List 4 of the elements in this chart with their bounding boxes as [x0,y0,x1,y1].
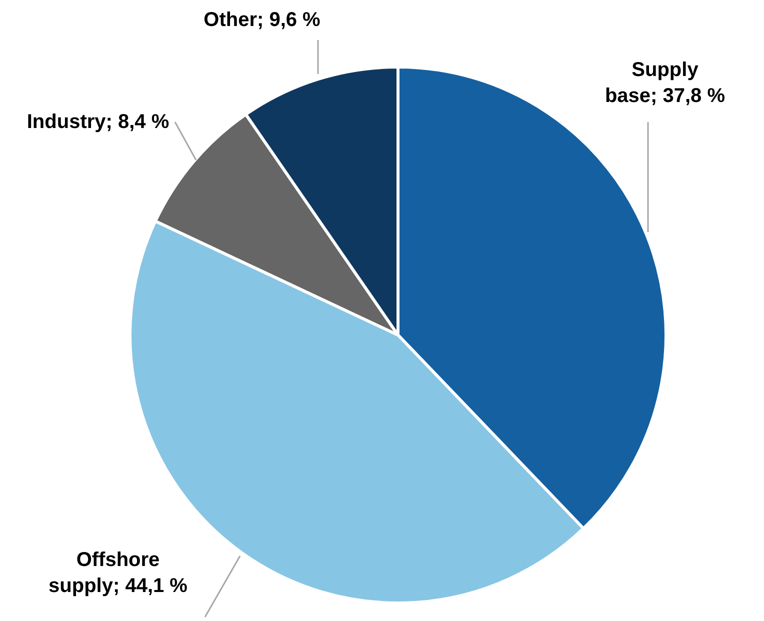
slice-label: Other; 9,6 % [204,9,321,31]
slice-label: Supply base; 37,8 % [604,59,726,107]
slice-label: Industry; 8,4 % [26,111,170,133]
slice-label: Offshore supply; 44,1 % [48,549,188,597]
